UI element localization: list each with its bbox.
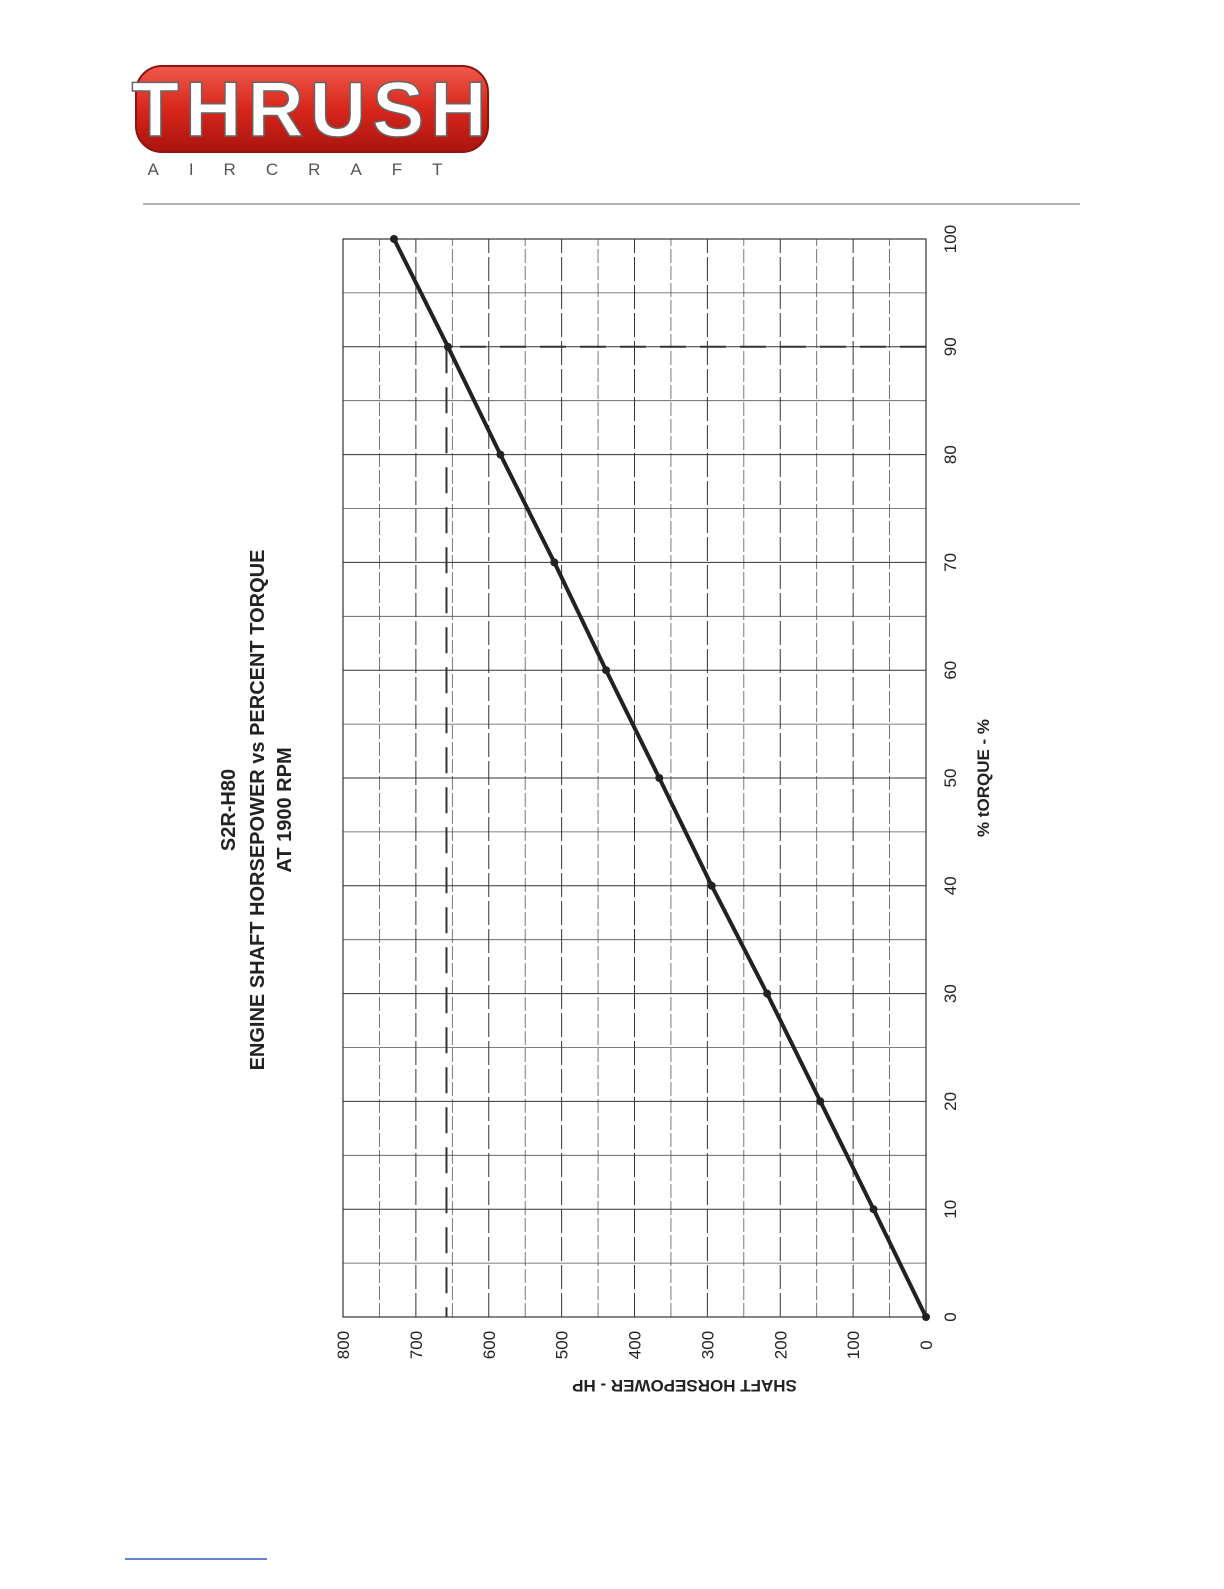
y-tick-label: 800	[334, 1331, 353, 1359]
x-tick-label: 30	[941, 984, 960, 1003]
data-point	[496, 450, 505, 459]
data-point	[443, 342, 452, 351]
x-axis-label: % tORQUE - %	[974, 719, 993, 837]
y-tick-label: 600	[480, 1331, 499, 1359]
x-tick-label: 0	[941, 1312, 960, 1321]
data-point	[550, 558, 559, 567]
chart-title: S2R-H80	[218, 769, 240, 851]
y-tick-label: 700	[407, 1331, 426, 1359]
x-tick-label: 70	[941, 553, 960, 572]
x-tick-label: 90	[941, 337, 960, 356]
x-tick-label: 10	[941, 1200, 960, 1219]
plot-frame	[342, 238, 927, 1318]
x-tick-label: 40	[941, 876, 960, 895]
x-tick-label: 100	[941, 225, 960, 253]
x-tick-label: 20	[941, 1092, 960, 1111]
data-point	[707, 881, 716, 890]
logo-badge	[135, 65, 489, 153]
logo-title: THRUSH	[132, 65, 493, 153]
data-point	[869, 1205, 878, 1214]
chart-subtitle: AT 1900 RPM	[274, 747, 296, 872]
data-point	[390, 235, 399, 243]
y-tick-label: 0	[917, 1340, 936, 1349]
x-tick-label: 50	[941, 769, 960, 788]
y-tick-label: 100	[844, 1331, 863, 1359]
data-point	[602, 666, 611, 675]
chart: 0 10 20 30 40 50 60 70 80 90 100 0 100 200 300 400 500 60…	[218, 225, 993, 1395]
x-tick-label: 80	[941, 445, 960, 464]
chart-subtitle: ENGINE SHAFT HORSEPOWER vs PERCENT TORQU…	[247, 550, 269, 1071]
reference-line	[445, 345, 926, 1317]
data-point	[922, 1313, 930, 1321]
y-axis-label: SHAFT HORSEPOWER - HP	[572, 1376, 797, 1395]
data-point	[816, 1097, 825, 1106]
y-tick-label: 400	[626, 1331, 645, 1359]
y-tick-label: 300	[698, 1331, 717, 1359]
x-tick-label: 60	[941, 661, 960, 680]
y-tick-label: 200	[771, 1331, 790, 1359]
data-point	[655, 774, 664, 782]
y-tick-label: 500	[553, 1331, 572, 1359]
logo-subtitle: AIRCRAFT	[148, 160, 473, 179]
data-point	[763, 989, 772, 998]
